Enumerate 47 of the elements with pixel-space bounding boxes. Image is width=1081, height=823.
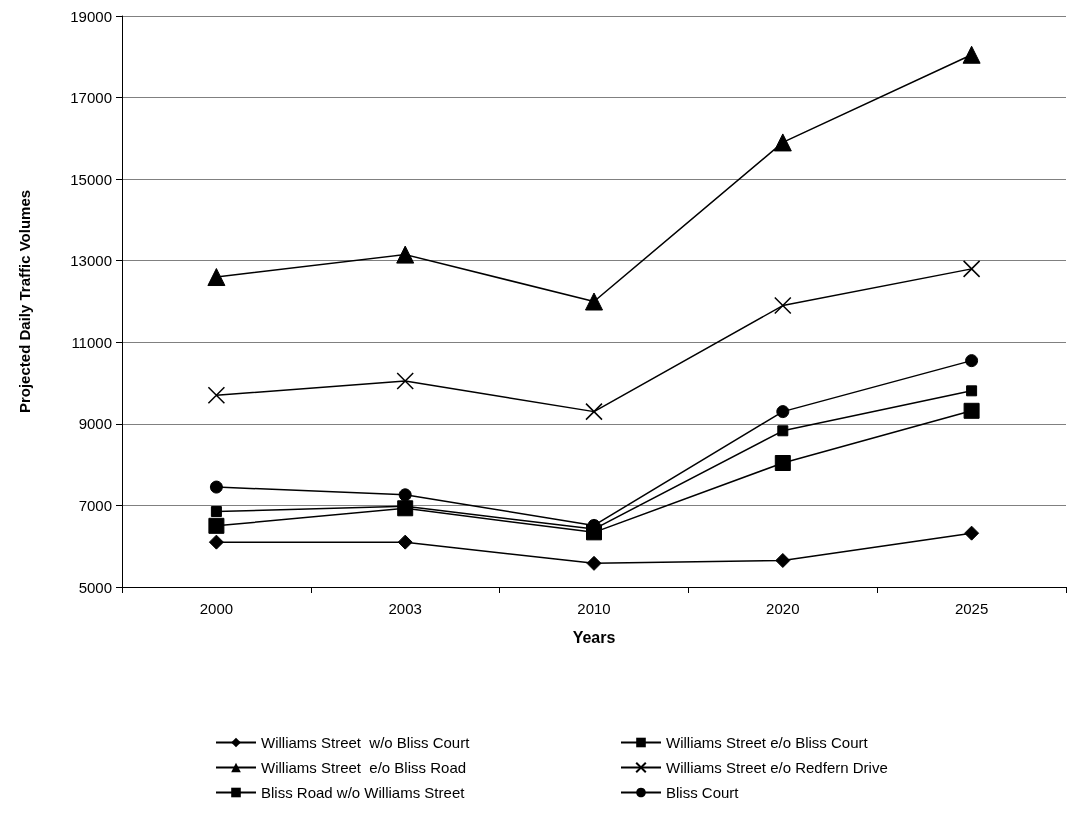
point <box>208 534 224 550</box>
y-tick-label: 13000 <box>70 252 112 270</box>
point <box>776 405 790 419</box>
point <box>207 386 226 405</box>
point <box>397 534 413 550</box>
legend-label: Bliss Court <box>666 784 740 801</box>
point <box>965 354 979 368</box>
point <box>962 260 981 278</box>
y-tick-label: 11000 <box>71 333 112 351</box>
point <box>396 372 414 390</box>
legend-label: Williams Street e/o Redfern Drive <box>666 759 888 776</box>
y-axis-title: Projected Daily Traffic Volumes <box>16 189 33 414</box>
point <box>962 45 981 64</box>
point <box>775 552 791 568</box>
y-tick-label: 5000 <box>78 578 112 596</box>
point <box>964 525 980 541</box>
point <box>210 506 222 518</box>
point <box>774 296 792 315</box>
point <box>586 555 602 571</box>
point <box>396 245 415 264</box>
legend-label: Williams Street e/o Bliss Road <box>261 759 467 776</box>
point <box>207 268 226 287</box>
point <box>585 402 603 421</box>
point <box>774 455 791 472</box>
y-tick-label: 19000 <box>70 7 112 25</box>
y-tick-label: 9000 <box>78 415 112 433</box>
y-tick-label: 17000 <box>70 89 112 107</box>
y-tick-label: 7000 <box>78 496 112 514</box>
legend-label: Bliss Road w/o Williams Street <box>261 784 466 801</box>
x-tick-label: 2003 <box>388 600 422 617</box>
point <box>966 385 978 397</box>
x-tick-label: 2000 <box>199 600 234 617</box>
point <box>208 517 225 534</box>
point <box>209 480 223 494</box>
legend-label: Williams Street w/o Bliss Court <box>261 734 471 751</box>
point <box>777 425 789 437</box>
legend-label: Williams Street e/o Bliss Court <box>666 734 869 751</box>
x-tick-label: 2025 <box>954 600 989 617</box>
x-tick-label: 2020 <box>766 600 800 617</box>
point <box>773 133 792 152</box>
point <box>397 500 414 517</box>
point <box>963 402 980 419</box>
y-tick-label: 15000 <box>70 170 112 188</box>
x-axis-title: Years <box>572 628 616 646</box>
x-tick-label: 2010 <box>577 600 611 617</box>
point <box>585 292 603 311</box>
point <box>398 488 412 502</box>
